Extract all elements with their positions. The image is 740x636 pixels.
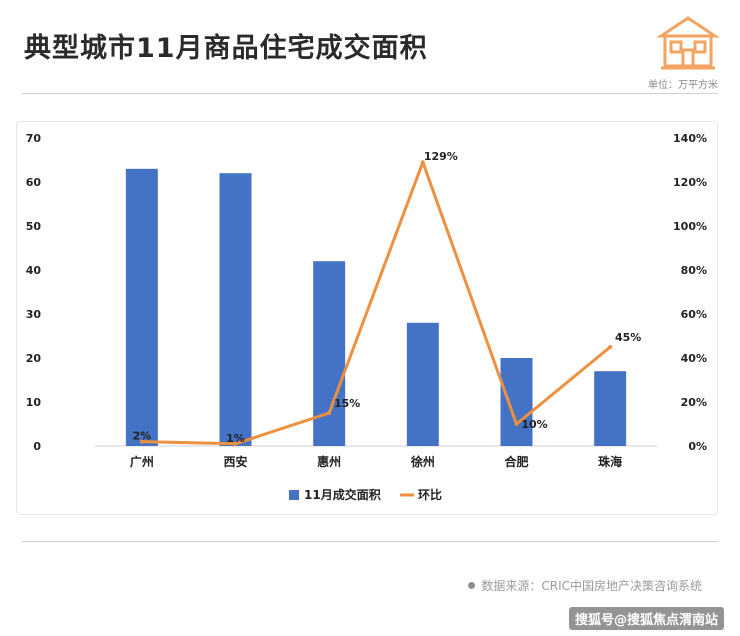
line-series <box>141 160 612 446</box>
y-right-tick-label: 140% <box>673 132 707 145</box>
chart-card: 0 10 20 30 40 50 60 70 0% 20% 40% 60% 80% 100% 120% 140… <box>16 121 718 515</box>
data-label: 2% <box>132 430 151 443</box>
y-right-tick-label: 120% <box>673 176 707 189</box>
x-tick-label: 西安 <box>223 454 247 469</box>
data-label: 1% <box>226 432 245 445</box>
bar <box>500 358 533 446</box>
data-label: 15% <box>334 397 360 410</box>
legend-line-label: 环比 <box>418 487 442 502</box>
credit-watermark: 搜狐号@搜狐焦点渭南站 <box>568 607 724 630</box>
data-label: 10% <box>521 418 547 431</box>
header-divider <box>22 93 718 94</box>
y-right-tick-label: 40% <box>681 352 707 365</box>
unit-note: 单位：万平方米 <box>648 80 718 91</box>
data-source-text: 数据来源：CRIC中国房地产决策咨询系统 <box>481 579 702 593</box>
x-tick-label: 惠州 <box>317 454 341 469</box>
bullet-icon <box>468 582 476 589</box>
line-point <box>139 439 144 444</box>
house-icon <box>655 12 721 76</box>
legend-bar-label: 11月成交面积 <box>304 487 381 502</box>
y-right-tick-label: 60% <box>681 308 707 321</box>
bar <box>313 261 346 446</box>
data-source: 数据来源：CRIC中国房地产决策咨询系统 <box>468 577 702 594</box>
page-title: 典型城市11月商品住宅成交面积 <box>24 33 428 64</box>
x-tick-label: 合肥 <box>504 454 528 469</box>
y-left-tick-label: 30 <box>26 308 42 321</box>
y-right-tick-label: 100% <box>673 220 707 233</box>
y-right-tick-label: 20% <box>681 396 707 409</box>
footer-divider <box>22 541 718 542</box>
data-label: 45% <box>615 331 641 344</box>
y-left-tick-label: 20 <box>26 352 42 365</box>
data-label: 129% <box>424 150 458 163</box>
line-point <box>327 411 332 415</box>
line-point <box>233 441 238 446</box>
bar <box>406 322 439 446</box>
line-point <box>608 345 613 349</box>
y-left-tick-label: 10 <box>26 396 42 409</box>
line-point <box>420 160 425 165</box>
y-left-tick-label: 40 <box>26 264 42 277</box>
combo-chart: 0 10 20 30 40 50 60 70 0% 20% 40% 60% 80% 100% 120% 140… <box>26 132 707 502</box>
y-left-tick-label: 50 <box>26 220 42 233</box>
y-left-tick-label: 60 <box>26 176 42 189</box>
legend-bar-swatch <box>289 490 299 500</box>
bar <box>125 168 158 447</box>
x-tick-label: 珠海 <box>598 454 622 469</box>
bar <box>219 173 252 446</box>
x-tick-label: 广州 <box>130 454 154 469</box>
y-right-tick-label: 0% <box>688 440 707 453</box>
y-left-tick-label: 70 <box>26 132 42 145</box>
y-left-tick-label: 0 <box>33 440 41 453</box>
y-right-tick-label: 80% <box>681 264 707 277</box>
bar <box>594 371 627 446</box>
x-tick-label: 徐州 <box>410 454 435 469</box>
line-point <box>514 422 519 426</box>
